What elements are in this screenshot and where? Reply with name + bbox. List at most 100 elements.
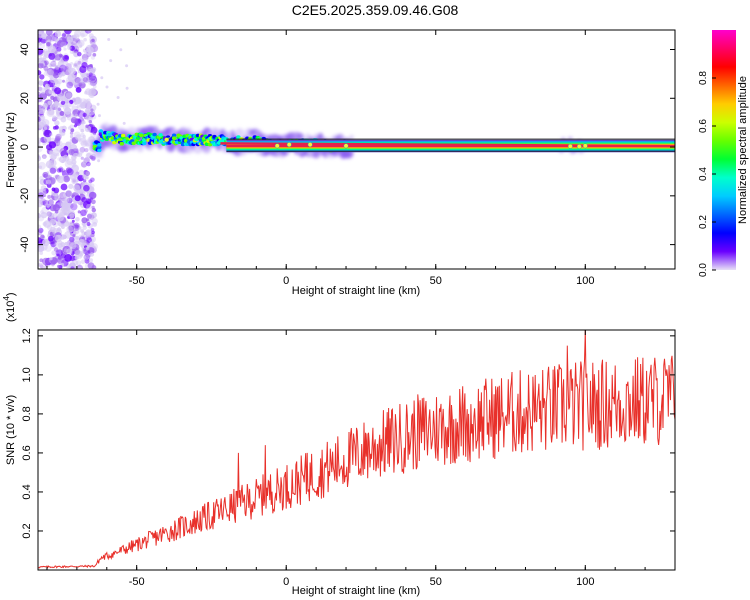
- heatmap-noise-cell: [59, 196, 67, 204]
- heatmap-noise-cell: [53, 100, 60, 107]
- figure-title: C2E5.2025.359.09.46.G08: [292, 2, 459, 18]
- snr-y-tick-label: 1.0: [21, 367, 33, 382]
- heatmap-noise-cell: [71, 177, 78, 185]
- heatmap-noise-cell: [60, 100, 66, 106]
- heatmap-noise-cell: [80, 161, 88, 168]
- snr-multiplier-base: (x10: [5, 301, 17, 322]
- snr-y-axis-label: SNR (10 * v/v): [5, 395, 17, 465]
- heatmap-noise-cell: [38, 262, 43, 267]
- heatmap-noise-cell: [79, 146, 86, 153]
- heatmap-noise-cell: [75, 87, 82, 93]
- heatmap-noise-cell: [58, 72, 63, 77]
- heatmap-y-ticks: -40 -20 0 20 40: [19, 43, 675, 253]
- heatmap-ridge-cell: [152, 132, 157, 137]
- heatmap-noise-cell: [38, 212, 41, 219]
- heatmap-noise-cell: [54, 125, 59, 130]
- heatmap-x-tick-label: 0: [283, 275, 289, 287]
- heatmap-noise-cell: [38, 161, 46, 170]
- heatmap-noise-cell: [80, 30, 89, 37]
- heatmap-noise-cell: [83, 184, 90, 192]
- heatmap-ridge-cell: [97, 148, 102, 153]
- heatmap-noise-cell: [38, 145, 43, 153]
- heatmap-noise-cell: [89, 75, 97, 83]
- heatmap-noise-cell: [63, 206, 72, 215]
- heatmap-noise-cell: [46, 211, 52, 217]
- snr-multiplier: (x104): [2, 292, 17, 322]
- heatmap-noise-cell: [86, 203, 92, 210]
- heatmap-noise-cell: [62, 79, 65, 83]
- heatmap-noise-cell: [41, 48, 50, 57]
- heatmap-noise-cell: [57, 243, 63, 248]
- heatmap-noise-cell: [57, 40, 65, 48]
- heatmap-noise-cell: [42, 238, 50, 247]
- heatmap-noise-cell: [75, 235, 80, 240]
- heatmap-noise-cell: [74, 249, 82, 257]
- heatmap-noise-cell: [88, 179, 93, 184]
- heatmap-noise-cell: [89, 136, 95, 142]
- heatmap-noise-cell: [84, 209, 88, 213]
- heatmap-noise-cell: [68, 149, 75, 156]
- heatmap-noise-cell: [38, 70, 42, 76]
- heatmap-noise-cell: [38, 31, 42, 35]
- heatmap-noise-cell: [63, 67, 68, 72]
- heatmap-noise-cell: [44, 129, 52, 138]
- snr-x-tick-label: 0: [283, 576, 289, 588]
- heatmap-noise-cell: [49, 165, 57, 174]
- heatmap-noise-cell: [46, 42, 51, 47]
- heatmap-noise-cell: [38, 80, 44, 86]
- heatmap-noise-cell: [62, 54, 70, 62]
- heatmap-noise-cell: [63, 47, 67, 51]
- heatmap-noise-cell: [56, 256, 65, 265]
- heatmap-noise-cell: [73, 200, 78, 205]
- heatmap-noise-cell: [89, 87, 98, 96]
- heatmap-ridge-cell: [207, 142, 213, 147]
- heatmap-noise-cell: [90, 212, 97, 219]
- heatmap-noise-cell: [54, 120, 60, 126]
- heatmap-noise-cell: [66, 248, 73, 255]
- heatmap-noise-cell: [69, 49, 74, 55]
- snr-y-tick-label: 0.8: [21, 406, 33, 421]
- heatmap-noise-cell: [85, 108, 90, 113]
- heatmap-noise-cell: [75, 97, 83, 104]
- heatmap-ridge-cell: [171, 133, 177, 138]
- heatmap-noise-cell: [68, 221, 74, 227]
- heatmap-noise-cell: [60, 208, 65, 214]
- heatmap-noise-cell: [77, 51, 82, 57]
- heatmap-panel: -50 0 50 100 -40 -20 0 20 40 Height of straight…: [5, 29, 676, 297]
- heatmap-noise-cell: [65, 92, 72, 99]
- heatmap-noise-cell: [46, 204, 50, 208]
- snr-y-tick-label: 1.2: [21, 328, 33, 343]
- heatmap-ridge-cell: [158, 133, 163, 137]
- heatmap-noise-cell: [80, 140, 88, 147]
- heatmap-noise-cell: [64, 231, 72, 239]
- heatmap-noise-cell: [59, 129, 66, 136]
- heatmap-noise-cell: [90, 108, 94, 112]
- heatmap-noise-cell: [82, 179, 87, 183]
- heatmap-noise-cell: [54, 30, 62, 38]
- heatmap-noise-cell: [38, 57, 45, 64]
- heatmap-x-tick-label: 100: [576, 275, 594, 287]
- heatmap-noise-cell: [71, 266, 76, 269]
- heatmap-noise-cell: [67, 126, 72, 130]
- heatmap-noise-cell: [71, 159, 77, 165]
- heatmap-ridge-peak: [343, 143, 349, 149]
- heatmap-noise-cell: [42, 257, 50, 266]
- colorbar: 0.0 0.2 0.4 0.6 0.8 Normalized spectral ampl…: [698, 30, 749, 277]
- heatmap-noise-cell: [60, 70, 66, 77]
- snr-x-tick-label: -50: [129, 576, 145, 588]
- heatmap-noise-cell: [40, 211, 48, 219]
- heatmap-noise-cell: [54, 234, 63, 242]
- heatmap-noise-cell: [48, 141, 57, 149]
- heatmap-noise-cell: [87, 213, 92, 219]
- heatmap-noise-cell: [46, 108, 55, 117]
- heatmap-noise-cell: [67, 45, 72, 51]
- heatmap-noise-cell: [79, 104, 83, 108]
- heatmap-x-tick-label: -50: [129, 275, 145, 287]
- heatmap-noise-cell: [56, 78, 63, 85]
- heatmap-noise-cell: [48, 90, 53, 94]
- heatmap-noise-cell: [59, 155, 67, 164]
- heatmap-noise-cell: [41, 265, 47, 269]
- heatmap-noise-cell: [66, 81, 74, 89]
- heatmap-noise-cell: [87, 101, 91, 105]
- heatmap-noise-cell: [86, 98, 91, 103]
